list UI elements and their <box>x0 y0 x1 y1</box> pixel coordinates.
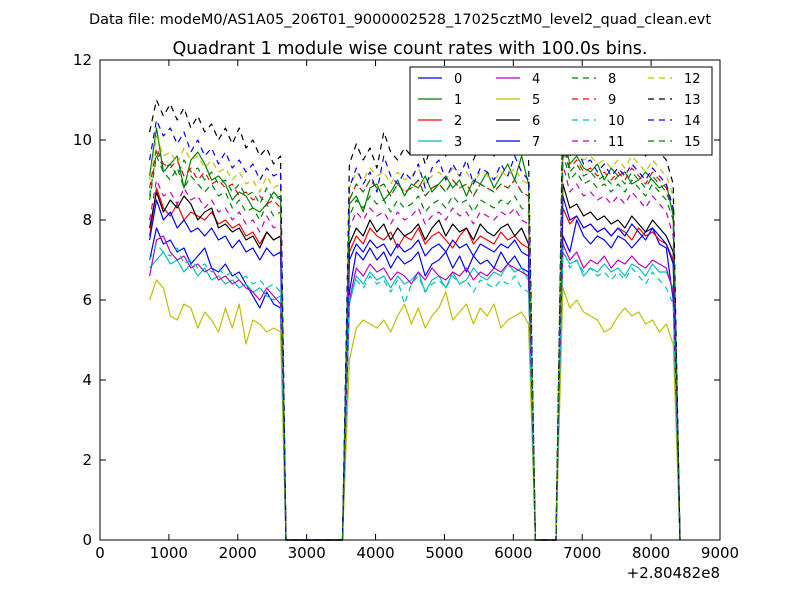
x-offset-label: +2.80482e8 <box>627 564 720 582</box>
legend-label-12: 12 <box>684 72 701 87</box>
legend-label-9: 9 <box>608 93 616 108</box>
legend-label-10: 10 <box>608 114 625 129</box>
legend-label-6: 6 <box>532 114 540 129</box>
legend-label-1: 1 <box>454 93 462 108</box>
series-line-10 <box>149 243 681 541</box>
series-line-8 <box>149 151 681 541</box>
x-tick-label: 3000 <box>288 544 326 562</box>
x-tick-label: 4000 <box>356 544 394 562</box>
x-axis-ticks: 0 1000 2000 3000 4000 5000 6000 7000 8000 9000 <box>95 60 739 562</box>
series-line-9 <box>149 139 681 541</box>
series-line-6 <box>149 183 681 541</box>
legend-label-7: 7 <box>532 135 540 150</box>
data-file-suptitle: Data file: modeM0/AS1A05_206T01_90000025… <box>89 12 711 28</box>
plot-lines <box>149 99 681 541</box>
series-line-2 <box>149 187 681 541</box>
series-line-11 <box>149 163 681 541</box>
series-line-14 <box>149 119 681 541</box>
legend-label-3: 3 <box>454 135 462 150</box>
legend-label-5: 5 <box>532 93 540 108</box>
legend-label-2: 2 <box>454 114 462 129</box>
y-tick-label: 10 <box>73 131 92 149</box>
series-line-5 <box>149 279 681 541</box>
x-tick-label: 7000 <box>563 544 601 562</box>
legend-label-14: 14 <box>684 114 701 129</box>
legend-label-15: 15 <box>684 135 701 150</box>
x-tick-label: 1000 <box>150 544 188 562</box>
x-tick-label: 8000 <box>632 544 670 562</box>
x-tick-label: 2000 <box>219 544 257 562</box>
x-tick-label: 5000 <box>425 544 463 562</box>
y-tick-label: 12 <box>73 51 92 69</box>
x-tick-label: 6000 <box>494 544 532 562</box>
legend-label-4: 4 <box>532 72 540 87</box>
legend-label-8: 8 <box>608 72 616 87</box>
legend-label-13: 13 <box>684 93 701 108</box>
legend-label-0: 0 <box>454 72 462 87</box>
y-tick-label: 6 <box>82 291 92 309</box>
series-line-3 <box>149 251 681 541</box>
chart-title: Quadrant 1 module wise count rates with … <box>173 39 648 59</box>
x-tick-label: 0 <box>95 544 105 562</box>
series-line-1 <box>149 127 681 541</box>
legend-label-11: 11 <box>608 135 625 150</box>
legend-box <box>409 66 713 156</box>
series-line-12 <box>149 127 681 541</box>
series-line-4 <box>149 235 681 541</box>
x-tick-label: 9000 <box>701 544 739 562</box>
y-tick-label: 4 <box>82 371 92 389</box>
y-tick-label: 0 <box>82 531 92 549</box>
series-line-0 <box>149 219 681 541</box>
y-tick-label: 2 <box>82 451 92 469</box>
series-line-15 <box>149 143 681 541</box>
series-line-7 <box>149 195 681 541</box>
y-tick-label: 8 <box>82 211 92 229</box>
